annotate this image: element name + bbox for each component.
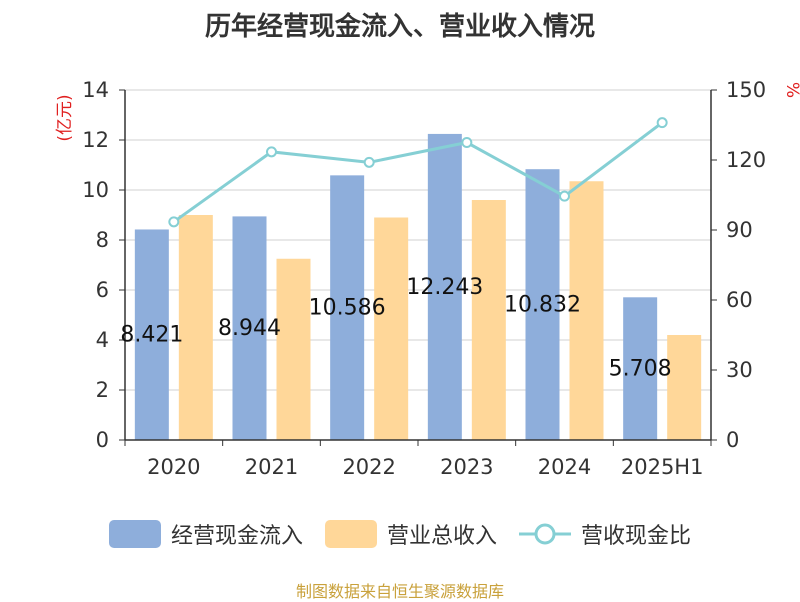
data-label-cash-inflow: 10.832 xyxy=(504,293,581,318)
right-tick-label: 90 xyxy=(726,218,753,242)
x-tick-label: 2024 xyxy=(538,455,591,479)
legend-label-revenue: 营业总收入 xyxy=(386,524,497,549)
bar-revenue xyxy=(374,217,409,440)
legend-label-cash-inflow: 经营现金流入 xyxy=(170,524,303,549)
data-label-cash-inflow: 8.421 xyxy=(120,323,183,348)
left-tick-label: 6 xyxy=(96,278,109,302)
ratio-point xyxy=(168,216,180,228)
ratio-point xyxy=(461,137,473,148)
legend-item-cash-inflow[interactable]: 经营现金流入 xyxy=(108,518,303,550)
x-tick-label: 2021 xyxy=(245,455,298,479)
right-tick-label: 150 xyxy=(726,78,766,102)
legend-swatch-cash-inflow xyxy=(108,520,161,548)
right-axis-unit: % xyxy=(782,82,800,98)
bar-revenue xyxy=(178,215,213,440)
legend-swatch-revenue xyxy=(324,520,377,548)
bar-cash-inflow xyxy=(525,169,560,440)
right-tick-label: 120 xyxy=(726,148,766,172)
right-tick-label: 0 xyxy=(726,428,739,452)
legend-swatch-ratio xyxy=(519,520,571,548)
data-label-cash-inflow: 10.586 xyxy=(309,296,386,321)
data-label-cash-inflow: 8.944 xyxy=(218,316,281,341)
ratio-point xyxy=(363,156,375,168)
bar-cash-inflow xyxy=(232,216,267,440)
bar-cash-inflow xyxy=(427,133,462,441)
bar-cash-inflow xyxy=(134,229,169,440)
left-tick-label: 2 xyxy=(96,378,109,402)
data-label-cash-inflow: 5.708 xyxy=(609,357,672,382)
x-tick-label: 2022 xyxy=(342,455,395,479)
bar-revenue xyxy=(569,181,604,440)
data-label-cash-inflow: 12.243 xyxy=(406,275,483,300)
chart-legend: 经营现金流入 营业总收入 营收现金比 xyxy=(0,516,800,552)
bar-revenue xyxy=(276,258,311,440)
bar-cash-inflow xyxy=(330,175,365,440)
ratio-point xyxy=(656,117,668,129)
left-tick-label: 12 xyxy=(82,128,109,152)
bar-revenue xyxy=(667,335,702,440)
left-tick-label: 10 xyxy=(82,178,109,202)
bar-revenue xyxy=(471,200,506,440)
x-tick-label: 2020 xyxy=(147,455,200,479)
left-tick-label: 4 xyxy=(96,328,109,352)
left-tick-label: 0 xyxy=(96,428,109,452)
left-tick-label: 14 xyxy=(82,78,109,102)
ratio-line xyxy=(172,121,664,224)
bar-cash-inflow xyxy=(623,297,658,440)
right-tick-label: 60 xyxy=(726,288,753,312)
left-axis-unit: (亿元) xyxy=(55,94,75,141)
legend-label-ratio: 营收现金比 xyxy=(581,524,692,549)
legend-item-ratio[interactable]: 营收现金比 xyxy=(519,518,691,550)
ratio-point xyxy=(266,146,277,158)
chart-title: 历年经营现金流入、营业收入情况 xyxy=(204,12,595,42)
left-tick-label: 8 xyxy=(96,228,109,252)
x-tick-label: 2023 xyxy=(440,455,493,479)
x-tick-label: 2025H1 xyxy=(621,455,704,479)
ratio-point xyxy=(559,190,570,202)
right-tick-label: 30 xyxy=(726,358,753,382)
data-source-note: 制图数据来自恒生聚源数据库 xyxy=(295,582,504,601)
legend-item-revenue[interactable]: 营业总收入 xyxy=(324,518,497,550)
